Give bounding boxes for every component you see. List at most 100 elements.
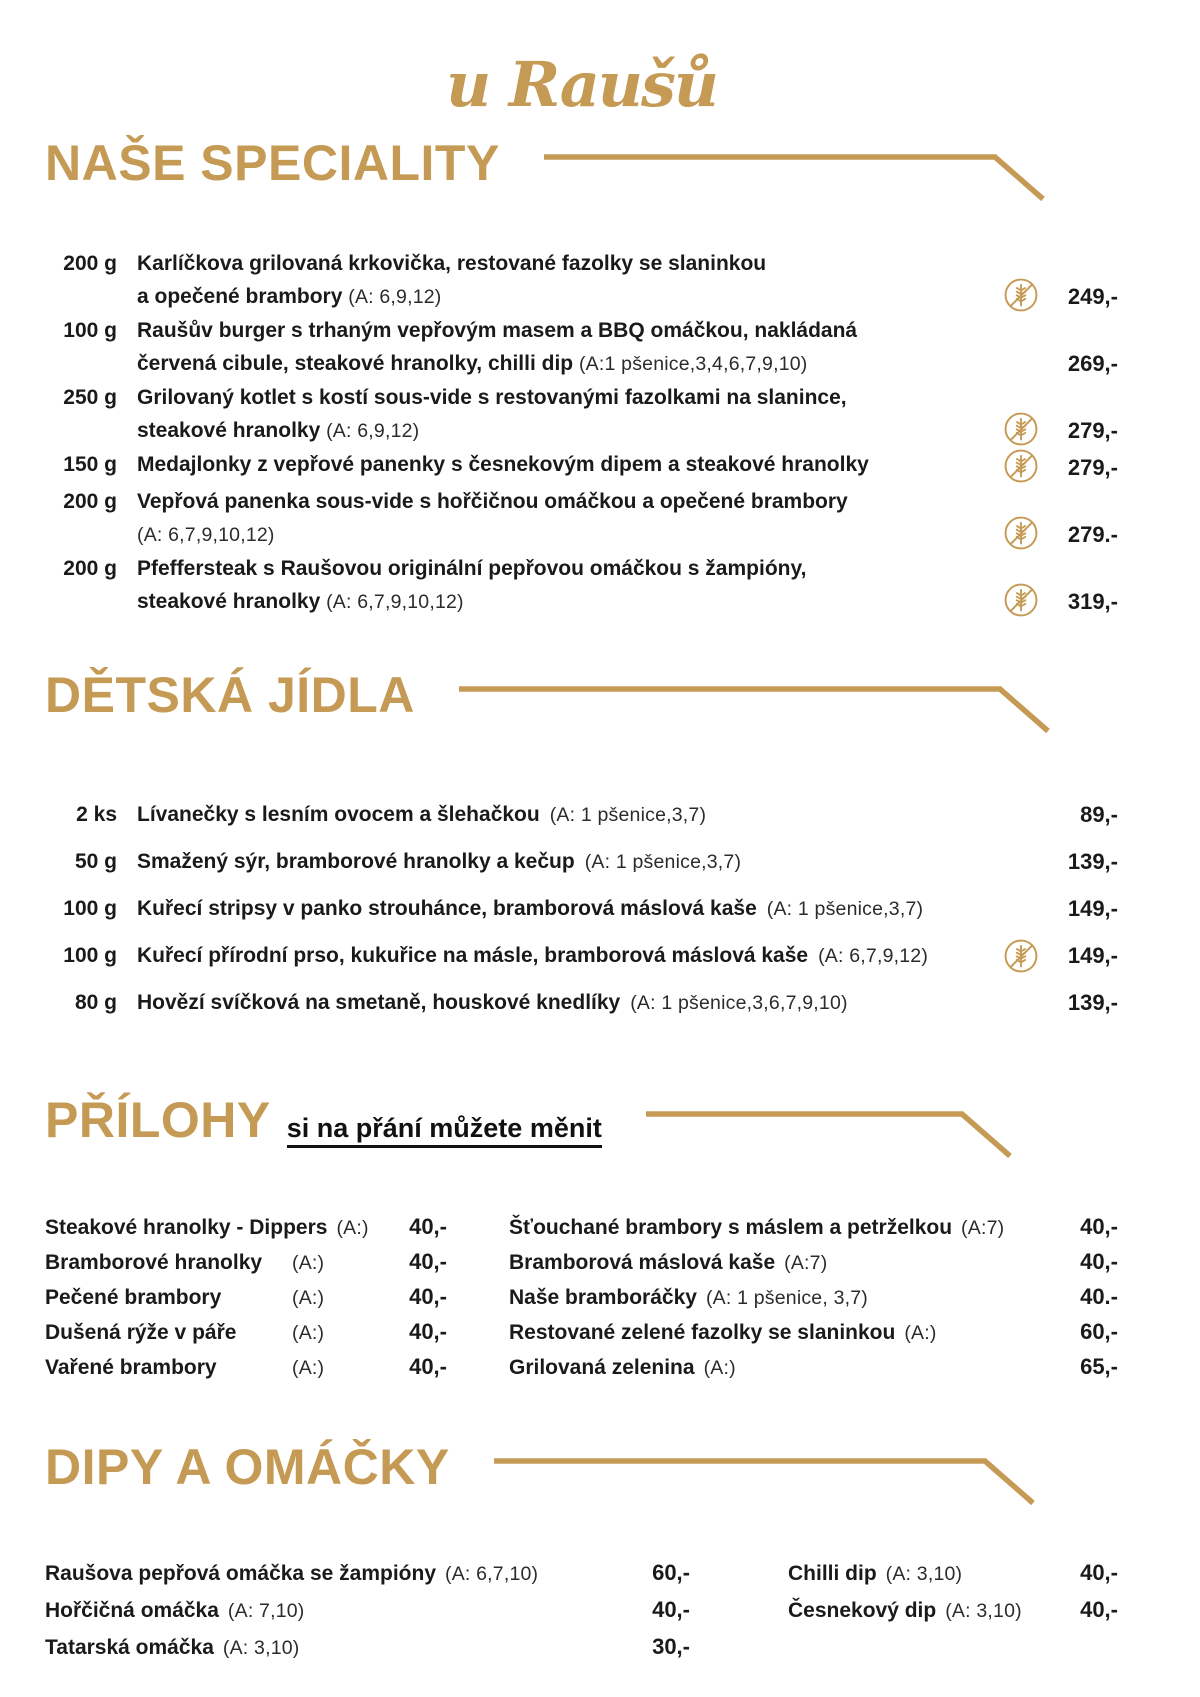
item-allergens: (A: 1 pšenice,3,7) bbox=[584, 850, 742, 873]
item-name: Kuřecí stripsy v panko strouhánce, bramb… bbox=[137, 897, 757, 920]
menu-item: 100 g Raušův burger s trhaným vepřovým m… bbox=[45, 314, 1118, 381]
item-weight: 150 g bbox=[63, 453, 117, 476]
item-weight: 2 ks bbox=[76, 803, 117, 826]
item-price: 60,- bbox=[652, 1560, 690, 1585]
item-allergens: (A:7) bbox=[784, 1252, 828, 1274]
item-allergens: (A:) bbox=[292, 1252, 325, 1274]
menu-item: 80 g Hovězí svíčková na smetaně, houskov… bbox=[45, 985, 1118, 1021]
item-weight: 100 g bbox=[63, 319, 117, 342]
menu-item: Pečené brambory (A:) 40,- bbox=[45, 1280, 447, 1315]
item-price: 279,- bbox=[1067, 418, 1118, 443]
menu-item: Chilli dip (A: 3,10) 40,- bbox=[788, 1555, 1118, 1592]
item-description: Medajlonky z vepřové panenky s česnekový… bbox=[137, 453, 869, 476]
item-allergens: (A: 6,9,12) bbox=[326, 420, 420, 442]
item-price: 249,- bbox=[1067, 284, 1118, 309]
menu-item: Raušova pepřová omáčka se žampióny (A: 6,… bbox=[45, 1555, 690, 1592]
gluten-free-icon bbox=[1003, 515, 1039, 551]
item-allergens: (A:7) bbox=[961, 1217, 1005, 1239]
item-allergens: (A: 6,7,9,10,12) bbox=[326, 591, 464, 613]
menu-item: 150 g Medajlonky z vepřové panenky s čes… bbox=[45, 448, 1118, 485]
dipy-right-column: Chilli dip (A: 3,10) 40,- Česnekový dip (A:… bbox=[788, 1555, 1118, 1666]
prilohy-left-column: Steakové hranolky - Dippers (A:) 40,- Bram… bbox=[45, 1210, 447, 1385]
prilohy-columns: Steakové hranolky - Dippers (A:) 40,- Bram… bbox=[45, 1210, 1118, 1385]
menu-item: Steakové hranolky - Dippers (A:) 40,- bbox=[45, 1210, 447, 1245]
item-weight: 80 g bbox=[74, 991, 117, 1014]
logo-text: u Raušů bbox=[446, 48, 719, 121]
item-allergens: (A: 7,10) bbox=[227, 1600, 305, 1622]
menu-item: 250 g Grilovaný kotlet s kostí sous-vide… bbox=[45, 381, 1118, 448]
item-price: 139,- bbox=[1067, 849, 1118, 874]
item-description: Grilovaný kotlet s kostí sous-vide s res… bbox=[137, 386, 847, 442]
item-price: 40,- bbox=[409, 1354, 447, 1379]
item-allergens: (A:1 pšenice,3,4,6,7,9,10) bbox=[578, 353, 808, 375]
item-price: 40,- bbox=[409, 1249, 447, 1274]
gluten-free-icon bbox=[1003, 448, 1039, 484]
item-price: 149,- bbox=[1067, 896, 1118, 921]
item-allergens: (A: 6,7,9,10,12) bbox=[137, 524, 275, 546]
dipy-columns: Raušova pepřová omáčka se žampióny (A: 6,… bbox=[45, 1555, 1118, 1666]
item-allergens: (A: 6,7,10) bbox=[445, 1563, 539, 1585]
menu-item: Grilovaná zelenina (A:) 65,- bbox=[509, 1350, 1118, 1385]
item-allergens: (A:) bbox=[292, 1357, 325, 1379]
gluten-free-icon bbox=[1003, 411, 1039, 447]
item-price: 40,- bbox=[409, 1284, 447, 1309]
section-title: DĚTSKÁ JÍDLA bbox=[45, 667, 415, 723]
menu-item: Česnekový dip (A: 3,10) 40,- bbox=[788, 1592, 1118, 1629]
item-allergens: (A: 3,10) bbox=[222, 1637, 300, 1659]
section-header-speciality: NAŠE SPECIALITY bbox=[45, 137, 1118, 203]
item-allergens: (A: 1 pšenice, 3,7) bbox=[705, 1287, 868, 1309]
item-price: 60,- bbox=[1080, 1319, 1118, 1344]
item-description: Raušův burger s trhaným vepřovým masem a… bbox=[137, 319, 858, 375]
item-name: Lívanečky s lesním ovocem a šlehačkou bbox=[137, 803, 540, 826]
item-description: Karlíčkova grilovaná krkovička, restovan… bbox=[137, 252, 767, 308]
item-name: Hovězí svíčková na smetaně, houskové kne… bbox=[137, 991, 621, 1014]
gluten-free-icon bbox=[1003, 582, 1039, 618]
item-price: 40,- bbox=[1080, 1597, 1118, 1622]
item-price: 40,- bbox=[409, 1214, 447, 1239]
menu-item: 100 g Kuřecí stripsy v panko strouhánce,… bbox=[45, 891, 1118, 927]
section-title: NAŠE SPECIALITY bbox=[45, 135, 500, 191]
menu-item: 200 g Pfeffersteak s Raušovou originální… bbox=[45, 552, 1118, 619]
item-price: 40,- bbox=[409, 1319, 447, 1344]
menu-item: 2 ks Lívanečky s lesním ovocem a šlehačk… bbox=[45, 797, 1118, 833]
item-price: 279.- bbox=[1067, 522, 1118, 547]
item-allergens: (A:) bbox=[292, 1322, 325, 1344]
item-allergens: (A: 1 pšenice,3,6,7,9,10) bbox=[630, 991, 848, 1014]
item-price: 139,- bbox=[1067, 990, 1118, 1015]
menu-item: Šťouchané brambory s máslem a petrželkou… bbox=[509, 1210, 1118, 1245]
section-title: PŘÍLOHY bbox=[45, 1092, 271, 1148]
item-price: 89,- bbox=[1080, 802, 1118, 827]
menu-item: Restované zelené fazolky se slaninkou (A:… bbox=[509, 1315, 1118, 1350]
item-price: 40,- bbox=[1080, 1560, 1118, 1585]
section-note: si na přání můžete měnit bbox=[286, 1113, 602, 1148]
menu-item: 50 g Smažený sýr, bramborové hranolky a … bbox=[45, 844, 1118, 880]
item-allergens: (A: 6,7,9,12) bbox=[818, 944, 929, 967]
menu-item: Vařené brambory (A:) 40,- bbox=[45, 1350, 447, 1385]
section-header-prilohy: PŘÍLOHY si na přání můžete měnit bbox=[45, 1094, 1118, 1160]
item-name: Smažený sýr, bramborové hranolky a kečup bbox=[137, 850, 575, 873]
speciality-list: 200 g Karlíčkova grilovaná krkovička, re… bbox=[45, 247, 1118, 619]
item-description: Vepřová panenka sous-vide s hořčičnou om… bbox=[137, 490, 848, 546]
dipy-left-column: Raušova pepřová omáčka se žampióny (A: 6,… bbox=[45, 1555, 690, 1666]
item-name: Kuřecí přírodní prso, kukuřice na másle,… bbox=[137, 944, 809, 967]
item-price: 40,- bbox=[1080, 1249, 1118, 1274]
item-weight: 250 g bbox=[63, 386, 117, 409]
item-weight: 200 g bbox=[63, 490, 117, 513]
item-price: 40,- bbox=[652, 1597, 690, 1622]
menu-item: Bramborové hranolky (A:) 40,- bbox=[45, 1245, 447, 1280]
restaurant-logo: u Raušů bbox=[45, 0, 1118, 121]
item-price: 40.- bbox=[1080, 1284, 1118, 1309]
item-price: 319,- bbox=[1067, 589, 1118, 614]
divider-swoosh bbox=[493, 1458, 1035, 1506]
item-price: 40,- bbox=[1080, 1214, 1118, 1239]
item-allergens: (A:) bbox=[336, 1217, 369, 1239]
menu-item: Naše bramboráčky (A: 1 pšenice, 3,7) 40.- bbox=[509, 1280, 1118, 1315]
item-weight: 100 g bbox=[63, 897, 117, 920]
menu-item: Dušená rýže v páře (A:) 40,- bbox=[45, 1315, 447, 1350]
menu-item: Tatarská omáčka (A: 3,10) 30,- bbox=[45, 1629, 690, 1666]
section-title: DIPY A OMÁČKY bbox=[45, 1439, 450, 1495]
item-allergens: (A: 6,9,12) bbox=[348, 286, 442, 308]
section-header-detska-jidla: DĚTSKÁ JÍDLA bbox=[45, 669, 1118, 735]
item-weight: 100 g bbox=[63, 944, 117, 967]
